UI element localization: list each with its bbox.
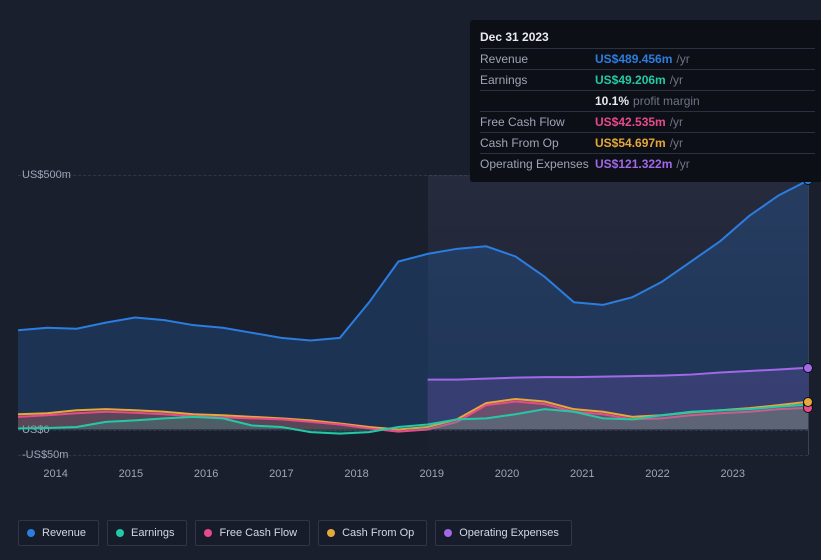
tooltip-row-value: 10.1%profit margin (595, 94, 700, 108)
chart-legend: Revenue Earnings Free Cash Flow Cash From O… (18, 520, 572, 546)
tooltip-row-label: Earnings (480, 73, 595, 87)
tooltip-row: 10.1%profit margin (480, 90, 815, 111)
tooltip-row-unit: /yr (670, 115, 683, 129)
x-axis-tick: 2016 (194, 468, 218, 480)
x-axis-tick: 2023 (721, 468, 745, 480)
tooltip-row-label: Cash From Op (480, 136, 595, 150)
financials-panel: Dec 31 2023 RevenueUS$489.456m/yrEarning… (0, 0, 821, 560)
tooltip-row-value: US$49.206m/yr (595, 73, 683, 87)
x-axis-tick: 2022 (645, 468, 669, 480)
tooltip-row: Free Cash FlowUS$42.535m/yr (480, 111, 815, 132)
x-axis-tick: 2019 (420, 468, 444, 480)
marker-line (808, 175, 809, 455)
legend-dot-icon (27, 529, 35, 537)
tooltip-row-value: US$489.456m/yr (595, 52, 690, 66)
legend-item[interactable]: Revenue (18, 520, 99, 546)
x-axis-tick: 2018 (344, 468, 368, 480)
tooltip-row-label: Revenue (480, 52, 595, 66)
x-axis-tick: 2020 (495, 468, 519, 480)
legend-dot-icon (327, 529, 335, 537)
x-axis-tick: 2014 (43, 468, 67, 480)
legend-dot-icon (204, 529, 212, 537)
legend-label: Revenue (42, 527, 86, 539)
tooltip-row-unit: /yr (670, 136, 683, 150)
legend-item[interactable]: Operating Expenses (435, 520, 572, 546)
legend-item[interactable]: Free Cash Flow (195, 520, 310, 546)
tooltip-row: Cash From OpUS$54.697m/yr (480, 132, 815, 153)
tooltip-row-unit: /yr (676, 157, 689, 171)
x-axis-tick: 2017 (269, 468, 293, 480)
tooltip-row: EarningsUS$49.206m/yr (480, 69, 815, 90)
tooltip-row-unit: profit margin (633, 94, 700, 108)
tooltip-row-label: Operating Expenses (480, 157, 595, 171)
tooltip-row-value: US$121.322m/yr (595, 157, 690, 171)
legend-label: Operating Expenses (459, 527, 559, 539)
marker-dot-cfo (803, 397, 813, 407)
x-axis-tick: 2015 (119, 468, 143, 480)
legend-dot-icon (444, 529, 452, 537)
chart-plot[interactable]: US$500mUS$0-US$50m (18, 175, 808, 455)
marker-dot-opex (803, 363, 813, 373)
legend-dot-icon (116, 529, 124, 537)
tooltip-rows: RevenueUS$489.456m/yrEarningsUS$49.206m/… (480, 48, 815, 174)
tooltip-row-unit: /yr (670, 73, 683, 87)
tooltip-row-label: Free Cash Flow (480, 115, 595, 129)
legend-label: Cash From Op (342, 527, 414, 539)
legend-label: Earnings (131, 527, 174, 539)
tooltip-row-unit: /yr (676, 52, 689, 66)
gridline (18, 455, 808, 456)
tooltip-row: RevenueUS$489.456m/yr (480, 48, 815, 69)
tooltip-row-value: US$54.697m/yr (595, 136, 683, 150)
chart-tooltip: Dec 31 2023 RevenueUS$489.456m/yrEarning… (470, 20, 821, 182)
financials-chart[interactable]: US$500mUS$0-US$50m 201420152016201720182… (18, 155, 808, 485)
chart-svg (18, 175, 808, 455)
legend-label: Free Cash Flow (219, 527, 297, 539)
tooltip-row: Operating ExpensesUS$121.322m/yr (480, 153, 815, 174)
legend-item[interactable]: Earnings (107, 520, 187, 546)
tooltip-date: Dec 31 2023 (480, 26, 815, 48)
tooltip-row-value: US$42.535m/yr (595, 115, 683, 129)
x-axis-tick: 2021 (570, 468, 594, 480)
tooltip-row-label (480, 94, 595, 108)
chart-x-axis: 2014 2015 2016 2017 2018 2019 2020 2021 2022 2023 (18, 465, 808, 485)
legend-item[interactable]: Cash From Op (318, 520, 427, 546)
